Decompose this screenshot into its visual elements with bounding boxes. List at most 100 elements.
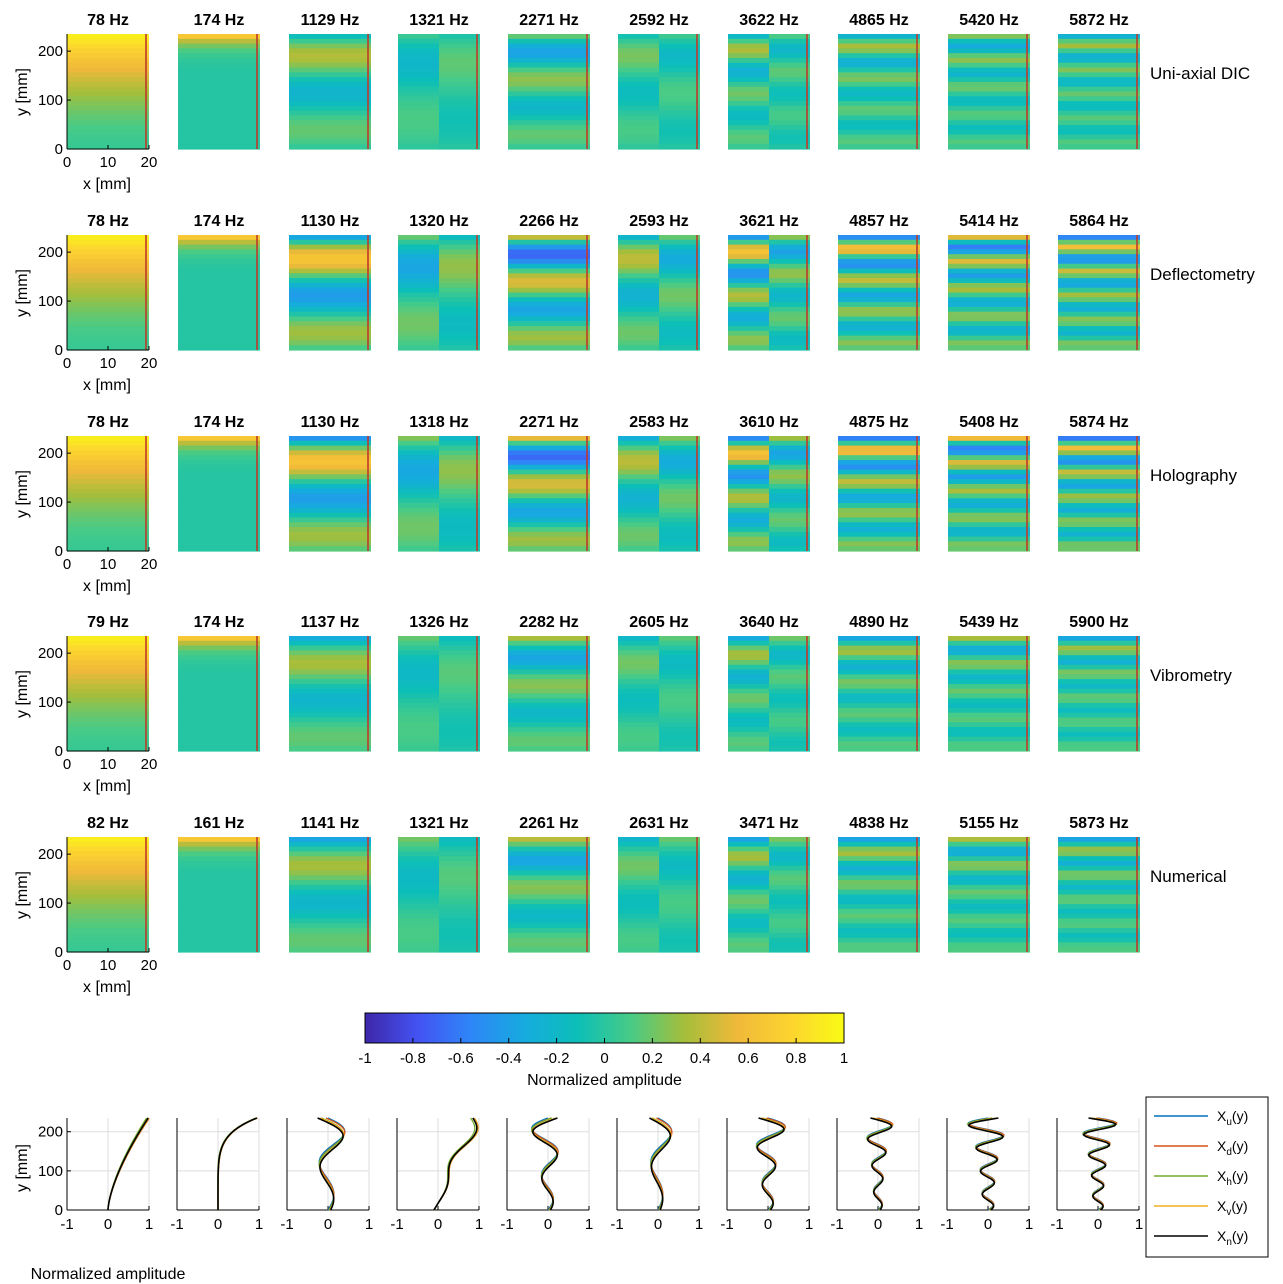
map-band <box>659 263 700 270</box>
map-band <box>618 278 660 284</box>
map-band <box>769 440 810 447</box>
map-band <box>1058 330 1140 337</box>
map-band <box>1058 884 1140 891</box>
x-axis-title: Normalized amplitude <box>31 1266 186 1283</box>
map-band <box>289 479 371 485</box>
map-band <box>178 282 260 289</box>
map-band <box>178 306 260 313</box>
map-band <box>948 722 1030 728</box>
map-band <box>398 316 440 322</box>
map-band <box>67 101 149 107</box>
map-band <box>508 856 590 862</box>
map-band <box>178 493 260 499</box>
map-band <box>769 875 810 881</box>
map-band <box>439 105 480 112</box>
map-band <box>1058 120 1140 126</box>
map-band <box>289 650 371 656</box>
map-band <box>618 655 660 661</box>
map-band <box>838 517 920 523</box>
map-band <box>948 440 1030 447</box>
map-band <box>618 703 660 709</box>
y-axis-title: y [mm] <box>14 269 31 317</box>
map-band <box>618 249 660 255</box>
map-band <box>659 120 700 126</box>
series-line-n <box>967 1117 1005 1211</box>
map-band <box>67 455 149 461</box>
map-band <box>769 115 810 121</box>
map-band <box>728 947 770 953</box>
map-band <box>178 488 260 495</box>
map-band <box>439 115 480 121</box>
y-tick-label: 200 <box>38 846 63 863</box>
map-band <box>508 450 590 456</box>
map-band <box>508 81 590 88</box>
map-band <box>769 335 810 342</box>
map-band <box>1058 436 1140 442</box>
map-band <box>728 527 770 533</box>
map-band <box>398 464 440 471</box>
map-band <box>67 841 149 848</box>
map-band <box>439 841 480 848</box>
map-band <box>769 880 810 886</box>
map-band <box>178 727 260 733</box>
map-band <box>1058 507 1140 514</box>
map-band <box>178 650 260 656</box>
map-band <box>178 77 260 83</box>
map-band <box>439 546 480 552</box>
map-band <box>508 287 590 294</box>
map-band <box>769 503 810 509</box>
map-band <box>838 77 920 83</box>
mode-map <box>728 436 810 552</box>
legend-label: Xh(y) <box>1217 1168 1248 1188</box>
map-band <box>659 731 700 738</box>
map-band <box>618 636 660 642</box>
map-band <box>769 841 810 848</box>
map-band <box>659 698 700 704</box>
map-band <box>659 335 700 342</box>
map-band <box>67 273 149 279</box>
map-band <box>659 923 700 929</box>
map-band <box>178 263 260 270</box>
map-band <box>398 120 440 126</box>
map-band <box>618 640 660 647</box>
map-band <box>398 77 440 83</box>
x-tick-label: 0 <box>63 154 71 171</box>
map-band <box>289 856 371 862</box>
map-band <box>178 645 260 651</box>
map-band <box>1058 846 1140 852</box>
map-band <box>439 707 480 714</box>
map-band <box>1058 43 1140 49</box>
series-line-n <box>1082 1117 1118 1211</box>
map-band <box>508 717 590 723</box>
map-band <box>728 239 770 246</box>
mode-map <box>1058 436 1140 552</box>
map-band <box>659 239 700 246</box>
map-band <box>728 683 770 690</box>
map-band <box>838 53 920 59</box>
map-band <box>439 493 480 499</box>
map-band <box>728 120 770 126</box>
frequency-title: 2271 Hz <box>519 12 579 29</box>
map-band <box>838 937 920 944</box>
map-band <box>289 531 371 538</box>
map-band <box>618 53 660 59</box>
map-band <box>398 640 440 647</box>
map-band <box>508 62 590 69</box>
map-band <box>659 436 700 442</box>
mode-map <box>67 837 149 953</box>
map-band <box>838 57 920 64</box>
map-band <box>439 258 480 265</box>
map-band <box>508 249 590 255</box>
map-band <box>508 282 590 289</box>
map-band <box>838 105 920 112</box>
map-band <box>769 86 810 93</box>
map-band <box>289 664 371 671</box>
map-band <box>439 722 480 728</box>
map-band <box>508 34 590 40</box>
map-band <box>398 62 440 69</box>
map-band <box>289 91 371 97</box>
map-band <box>1058 841 1140 848</box>
map-band <box>769 731 810 738</box>
map-band <box>439 72 480 78</box>
map-band <box>618 38 660 45</box>
